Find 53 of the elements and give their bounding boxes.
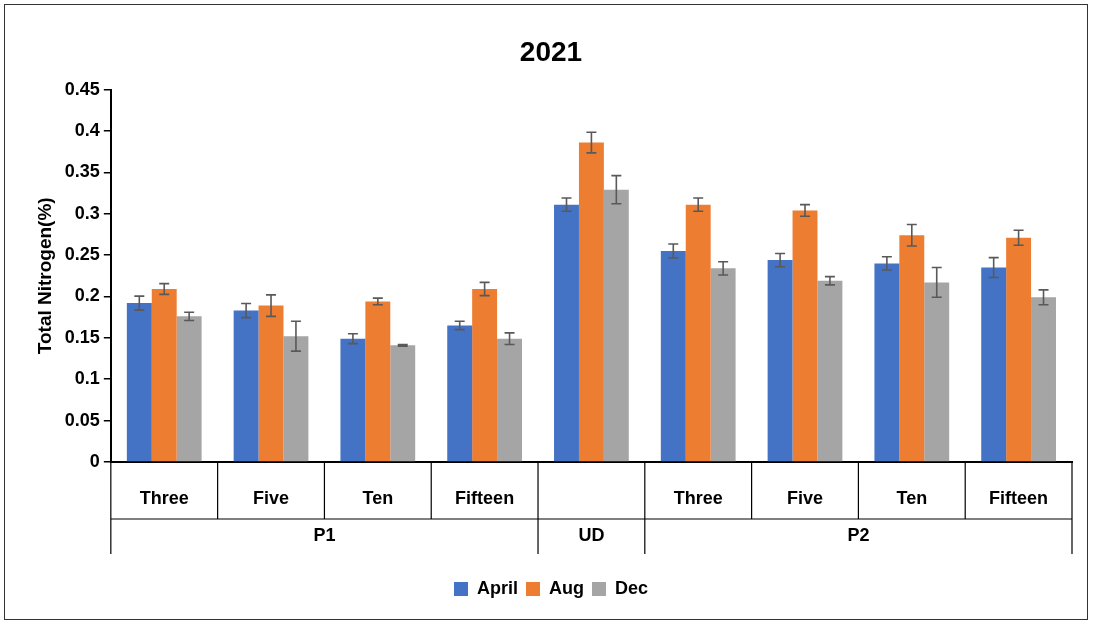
- bar: [176, 316, 202, 462]
- bar: [899, 235, 925, 462]
- x-tick-label: Three: [673, 487, 723, 508]
- bar: [390, 345, 416, 462]
- y-tick-label: 0.3: [74, 202, 100, 223]
- x-tick-label: Ten: [362, 487, 394, 508]
- y-tick-label: 0.15: [64, 326, 100, 347]
- x-tick-label: Five: [786, 487, 824, 508]
- bar: [981, 267, 1007, 462]
- bar: [340, 338, 366, 462]
- y-tick-label: 0.45: [64, 78, 100, 99]
- bar: [151, 289, 177, 462]
- bar: [603, 189, 629, 462]
- x-tick-label: Fifteen: [455, 487, 515, 508]
- bar: [1031, 297, 1056, 462]
- bar: [710, 268, 736, 462]
- bar: [365, 301, 391, 462]
- bar: [472, 289, 498, 462]
- bar: [126, 303, 152, 462]
- y-tick-label: 0.35: [64, 161, 100, 182]
- legend-label: Aug: [549, 577, 584, 598]
- bar: [578, 142, 604, 462]
- y-tick-label: 0.2: [74, 285, 100, 306]
- bar: [447, 325, 473, 462]
- x-tick-label: Fifteen: [989, 487, 1049, 508]
- y-tick-label: 0.05: [64, 409, 100, 430]
- bar: [660, 250, 686, 462]
- x-tick-label: Five: [253, 487, 290, 508]
- bar: [497, 338, 522, 462]
- y-tick-label: 0.25: [64, 244, 100, 265]
- text: P2: [847, 525, 870, 546]
- text: P1: [313, 525, 336, 546]
- chart-title: 2021: [519, 35, 583, 67]
- y-tick-label: 0.4: [74, 119, 100, 140]
- bar: [233, 310, 259, 462]
- bar: [283, 336, 309, 462]
- bar: [924, 282, 950, 462]
- bar: [817, 280, 843, 462]
- y-tick-label: 0: [89, 450, 100, 471]
- x-tick-label: Ten: [896, 487, 928, 508]
- x-tick-label: Three: [139, 487, 189, 508]
- bar: [1006, 237, 1032, 462]
- bar: [554, 204, 579, 462]
- bar: [874, 263, 900, 462]
- bar: [792, 210, 818, 462]
- y-axis-title: Total Nitrogen(%): [33, 197, 55, 355]
- legend-label: Dec: [614, 577, 649, 598]
- bar: [685, 204, 711, 462]
- y-tick-label: 0.1: [74, 368, 100, 389]
- text: UD: [578, 525, 605, 546]
- bar: [258, 305, 284, 462]
- legend-label: April: [476, 577, 519, 598]
- bar: [767, 260, 793, 462]
